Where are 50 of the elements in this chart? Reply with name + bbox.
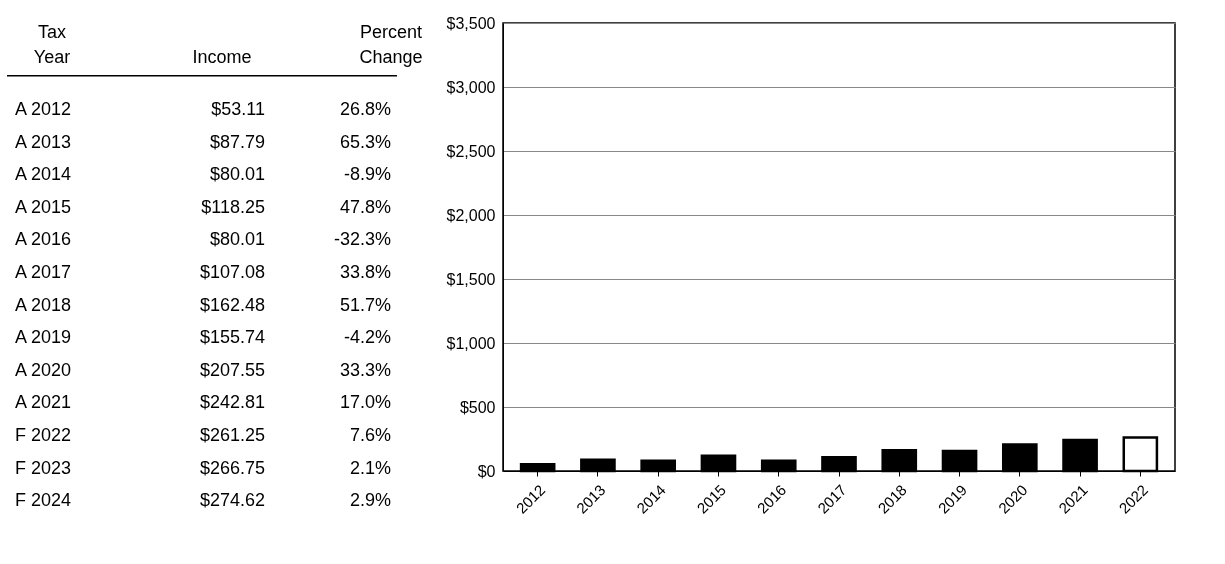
data-label: $53.11 — [211, 99, 265, 120]
y-tick-label: $1,500 — [446, 270, 496, 288]
y-tick-label: $0 — [477, 462, 496, 480]
data-label: $242.81 — [199, 392, 265, 413]
data-label: $80.01 — [209, 164, 265, 185]
data-label: $80.01 — [209, 229, 265, 250]
category-label: F 2022 — [15, 424, 72, 445]
data-label: $274.62 — [199, 490, 265, 511]
data-label: 26.8% — [339, 99, 391, 120]
category-label: F 2024 — [15, 490, 72, 511]
y-tick-label: $3,000 — [446, 78, 496, 96]
data-label: $266.75 — [199, 457, 265, 478]
category-label: A 2013 — [15, 131, 72, 152]
category-label: A 2012 — [15, 99, 72, 120]
data-label: 33.8% — [339, 262, 391, 282]
data-label: 33.3% — [339, 359, 391, 380]
data-label: 2.9% — [349, 490, 391, 511]
data-label: $107.08 — [199, 262, 265, 282]
y-tick-label: $2,000 — [446, 206, 496, 224]
category-label: A 2016 — [15, 229, 72, 250]
category-label: A 2014 — [15, 164, 72, 185]
category-label: A 2018 — [15, 294, 72, 315]
y-tick-label: $500 — [459, 398, 496, 416]
category-label: F 2023 — [15, 457, 72, 478]
text: Income — [192, 46, 252, 67]
data-label: -32.3% — [333, 229, 391, 250]
category-label: A 2019 — [15, 327, 72, 348]
data-label: 2.1% — [349, 457, 391, 478]
data-label: 47.8% — [339, 196, 391, 217]
data-label: $118.25 — [201, 196, 265, 217]
data-label: $155.74 — [199, 327, 265, 348]
data-label: $87.79 — [209, 131, 265, 152]
y-tick-label: $3,500 — [446, 14, 496, 32]
data-label: 17.0% — [339, 392, 391, 413]
data-label: 51.7% — [339, 294, 391, 315]
category-label: A 2020 — [15, 359, 72, 380]
y-tick-label: $2,500 — [446, 142, 496, 160]
data-label: $261.25 — [199, 424, 265, 445]
category-label: A 2015 — [15, 196, 72, 217]
category-label: A 2021 — [15, 392, 72, 413]
data-label: $207.55 — [199, 359, 265, 380]
data-label: 7.6% — [349, 424, 391, 445]
text: Tax Year — [33, 21, 71, 67]
text: Percent Change — [359, 21, 423, 67]
category-label: A 2017 — [15, 262, 72, 282]
data-label: 65.3% — [339, 131, 391, 152]
y-tick-label: $1,000 — [446, 334, 496, 352]
data-label: $162.48 — [199, 294, 265, 315]
data-label: -4.2% — [343, 327, 391, 348]
data-label: -8.9% — [343, 164, 391, 185]
